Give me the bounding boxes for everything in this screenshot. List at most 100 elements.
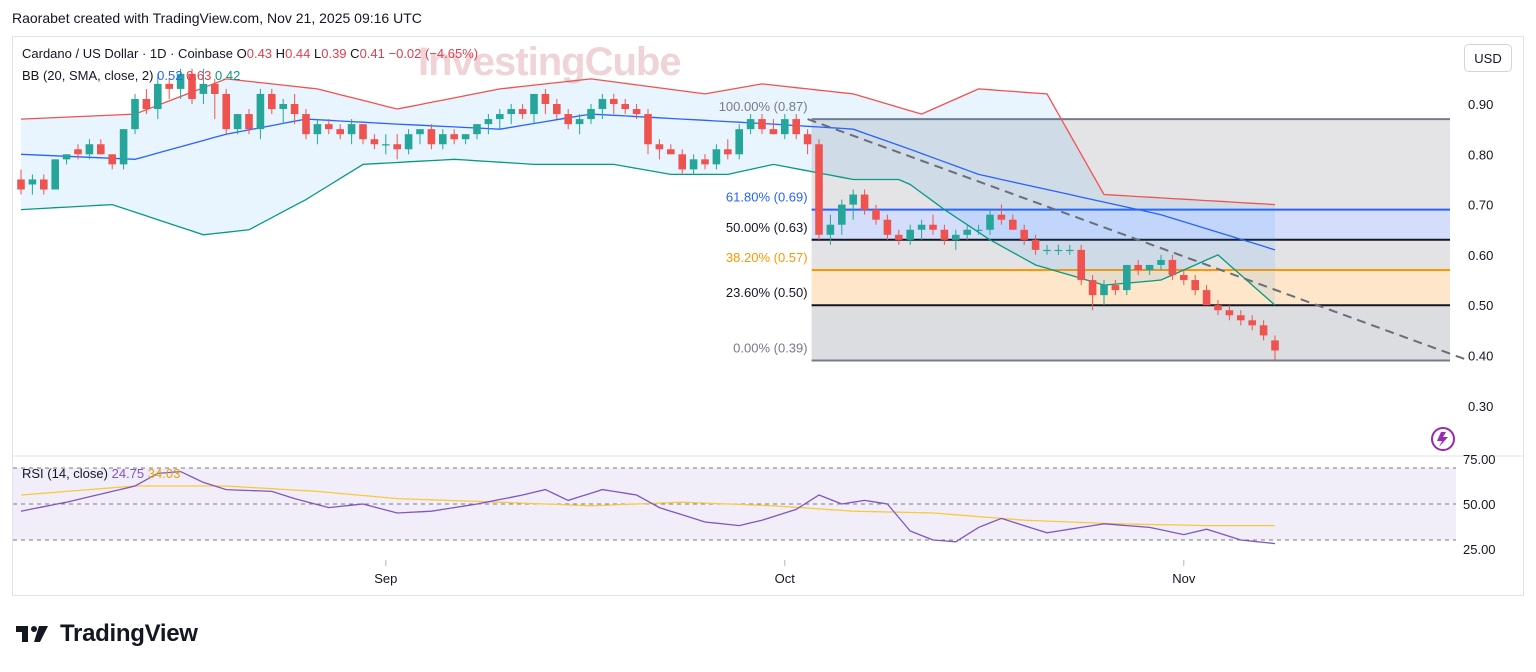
candle-body	[1111, 285, 1120, 291]
price-axis: 0.90 0.80 0.70 0.60 0.50 0.40 0.30	[1468, 97, 1493, 414]
candle	[1054, 244, 1063, 255]
candle-body	[1088, 280, 1097, 296]
candle	[1134, 259, 1142, 276]
candle	[427, 124, 436, 150]
candle-body	[724, 149, 732, 155]
candle	[769, 119, 778, 135]
candle	[815, 139, 823, 240]
price-tick-label: 0.30	[1468, 399, 1493, 414]
candle	[370, 134, 379, 150]
candle-body	[655, 144, 664, 150]
candle-body	[792, 119, 800, 135]
candle	[507, 104, 515, 125]
candle	[199, 68, 208, 104]
candle	[1020, 224, 1028, 245]
chart-frame	[12, 36, 1524, 596]
candle-body	[974, 229, 983, 231]
candle-body	[51, 159, 59, 190]
candle	[1031, 234, 1040, 255]
candle	[1077, 244, 1085, 286]
candle	[518, 104, 527, 120]
fib-zone	[811, 239, 1450, 270]
candle-body	[40, 179, 48, 190]
candle	[849, 189, 857, 220]
candle	[279, 98, 287, 125]
sparkle-icon[interactable]	[1428, 424, 1458, 454]
rsi-tick-label: 75.00	[1463, 452, 1496, 467]
candle-body	[769, 129, 778, 135]
candle-body	[632, 109, 641, 115]
chart-header: Raorabet created with TradingView.com, N…	[12, 10, 422, 26]
candle	[1214, 300, 1222, 316]
candle-body	[313, 124, 322, 135]
candle-body	[416, 129, 424, 135]
candle-body	[667, 149, 675, 155]
candle-body	[119, 129, 128, 165]
candle	[895, 229, 903, 245]
candle	[917, 219, 926, 240]
candle-body	[530, 93, 538, 115]
candle-body	[290, 104, 299, 115]
candle	[313, 119, 322, 145]
candle-body	[1100, 285, 1108, 296]
candle	[439, 129, 447, 150]
candle-body	[142, 98, 151, 110]
candle-body	[245, 114, 253, 130]
candle-body	[598, 98, 607, 110]
price-tick-label: 0.70	[1468, 198, 1493, 213]
candle-body	[963, 229, 971, 235]
candle	[1180, 269, 1188, 286]
rsi-tick-label: 50.00	[1463, 497, 1496, 512]
candle-body	[347, 124, 356, 135]
candle	[1271, 335, 1279, 361]
high-value: 0.44	[285, 46, 311, 61]
candle	[1145, 264, 1154, 276]
tradingview-logo[interactable]: TradingView	[14, 620, 198, 648]
candle	[74, 144, 82, 160]
currency-button[interactable]: USD	[1464, 44, 1512, 72]
candle-body	[302, 114, 310, 135]
candle	[826, 214, 835, 245]
candle	[17, 169, 25, 195]
candle	[211, 78, 219, 120]
candle-body	[689, 159, 698, 170]
rsi-legend[interactable]: RSI (14, close) 24.75 34.03	[22, 466, 180, 481]
candle	[587, 104, 595, 125]
close-value: 0.41	[359, 46, 385, 61]
candle-body	[256, 93, 265, 130]
candle-body	[1020, 229, 1028, 240]
candle	[541, 88, 550, 115]
candle-body	[108, 154, 116, 165]
candle	[473, 124, 481, 140]
candle-body	[1145, 264, 1154, 270]
candle	[336, 124, 344, 140]
candle-body	[735, 129, 743, 155]
symbol-title: Cardano / US Dollar · 1D · Coinbase	[22, 46, 233, 61]
candle	[724, 139, 732, 160]
candle-body	[1225, 310, 1234, 316]
bb-legend[interactable]: BB (20, SMA, close, 2) 0.52 0.63 0.42	[22, 68, 240, 83]
candle	[1088, 275, 1097, 311]
candle	[142, 88, 151, 115]
candle-body	[781, 119, 789, 135]
candle	[302, 109, 310, 140]
price-tick-label: 0.60	[1468, 248, 1493, 263]
candle	[553, 98, 561, 120]
rsi-ma-line	[20, 485, 1275, 527]
candle	[712, 144, 721, 170]
candle-body	[553, 104, 561, 115]
candle	[461, 134, 470, 145]
candle-body	[1157, 259, 1165, 265]
candle-body	[279, 104, 287, 110]
candle-body	[541, 93, 550, 104]
time-tick-label: Sep	[374, 571, 397, 586]
candle-body	[404, 134, 413, 150]
low-label: L	[314, 46, 322, 61]
candle	[610, 93, 618, 115]
trendline-dashed	[807, 118, 1470, 362]
candle	[530, 93, 538, 125]
candle-body	[439, 134, 447, 145]
candle-body	[1077, 249, 1085, 281]
candle	[1237, 310, 1245, 326]
